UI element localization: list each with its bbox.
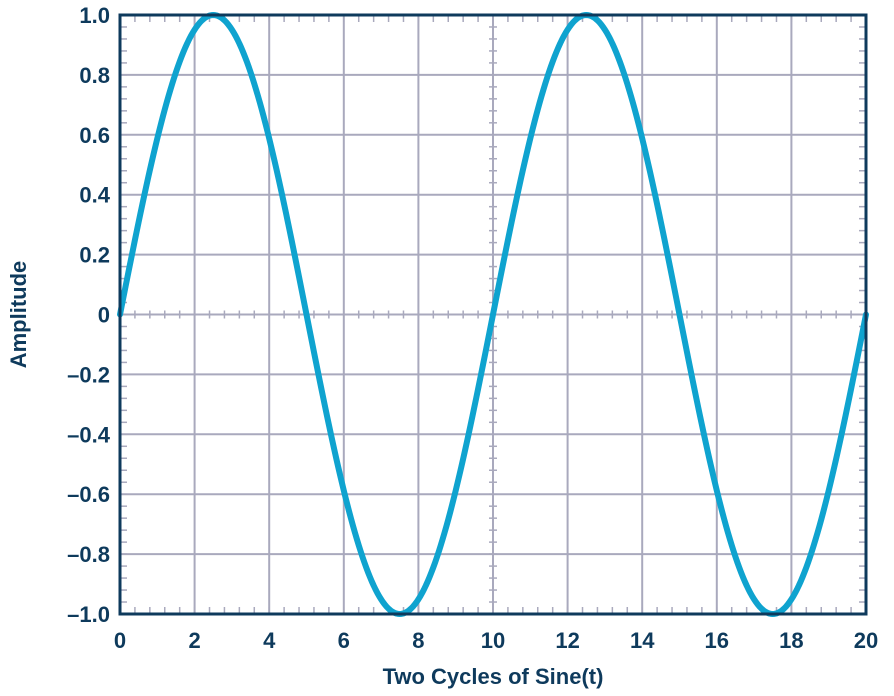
series-layer xyxy=(117,12,869,617)
x-tick-label: 12 xyxy=(555,628,579,653)
x-tick-label: 2 xyxy=(188,628,200,653)
y-tick-label: –0.6 xyxy=(67,482,110,507)
y-tick-label: –1.0 xyxy=(67,602,110,627)
y-tick-label: –0.2 xyxy=(67,362,110,387)
x-tick-label: 16 xyxy=(705,628,729,653)
y-tick-label: 0.2 xyxy=(79,243,110,268)
plot-frame xyxy=(118,13,868,616)
y-tick-label: –0.8 xyxy=(67,542,110,567)
x-axis-label: Two Cycles of Sine(t) xyxy=(383,664,604,689)
x-tick-label: 14 xyxy=(630,628,655,653)
y-tick-label: 0.4 xyxy=(79,183,110,208)
x-tick-labels: 0 2 4 6 8 10 12 14 16 18 20 xyxy=(114,628,878,653)
x-tick-label: 0 xyxy=(114,628,126,653)
x-tick-label: 18 xyxy=(779,628,803,653)
y-tick-label: 1.0 xyxy=(79,3,110,28)
y-tick-label: –0.4 xyxy=(67,422,111,447)
y-tick-label: 0 xyxy=(98,303,110,328)
y-tick-labels: 1.0 0.8 0.6 0.4 0.2 0 –0.2 –0.4 –0.6 –0.8 –1.0 xyxy=(67,3,111,627)
y-tick-label: 0.6 xyxy=(79,123,110,148)
x-tick-label: 6 xyxy=(338,628,350,653)
x-tick-label: 4 xyxy=(263,628,276,653)
y-axis-label: Amplitude xyxy=(6,261,31,369)
x-tick-label: 10 xyxy=(481,628,505,653)
x-tick-label: 8 xyxy=(412,628,424,653)
series-line-0 xyxy=(117,12,869,617)
x-tick-label: 20 xyxy=(854,628,878,653)
y-tick-label: 0.8 xyxy=(79,63,110,88)
